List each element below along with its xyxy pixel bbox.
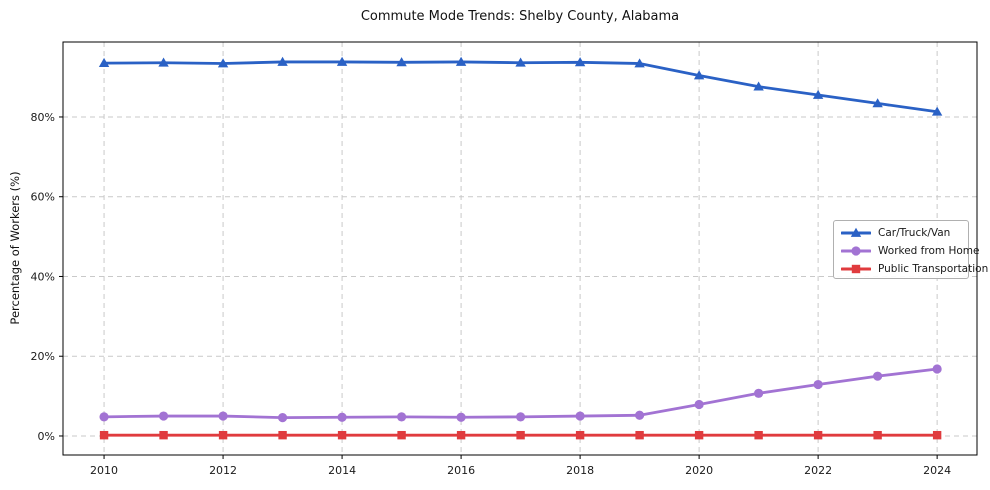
marker-worked-from-home — [635, 410, 645, 420]
tick-marks — [59, 116, 938, 459]
marker-worked-from-home — [515, 412, 526, 422]
marker-car-truck-van — [634, 58, 645, 68]
plot-border — [62, 41, 978, 456]
marker-car-truck-van — [812, 89, 824, 99]
marker-worked-from-home — [337, 412, 347, 422]
legend-line-triangle-icon — [841, 226, 871, 240]
legend-label-car-truck-van: Car/Truck/Van — [878, 227, 951, 239]
y-tick-label: 80% — [31, 111, 55, 124]
legend-line-square-icon — [841, 262, 871, 276]
marker-public-transportation — [754, 430, 763, 440]
marker-worked-from-home — [575, 411, 585, 421]
x-tick-label: 2014 — [328, 464, 356, 477]
legend-item-car-truck-van: Car/Truck/Van — [841, 224, 964, 242]
legend-label-worked-from-home: Worked from Home — [878, 245, 980, 257]
marker-car-truck-van — [931, 106, 943, 116]
x-tick-label: 2024 — [923, 464, 951, 477]
marker-public-transportation — [337, 430, 347, 440]
marker-public-transportation — [932, 430, 942, 440]
legend: Car/Truck/Van Worked from Home Public Tr… — [833, 220, 988, 279]
x-tick-label: 2020 — [685, 464, 713, 477]
marker-car-truck-van — [574, 57, 586, 67]
marker-public-transportation — [218, 430, 228, 440]
y-tick-label: 60% — [31, 191, 55, 204]
marker-public-transportation — [873, 430, 882, 440]
marker-car-truck-van — [396, 57, 407, 67]
marker-car-truck-van — [336, 56, 348, 66]
series-car-truck-van — [98, 56, 943, 116]
legend-sample-square-icon — [841, 264, 871, 274]
marker-worked-from-home — [277, 413, 288, 423]
marker-worked-from-home — [873, 371, 883, 381]
marker-public-transportation — [99, 430, 109, 440]
marker-worked-from-home — [218, 411, 228, 421]
marker-public-transportation — [813, 430, 823, 440]
marker-public-transportation — [694, 430, 704, 440]
legend-marker-circle — [851, 246, 861, 256]
marker-car-truck-van — [98, 57, 110, 68]
legend-sample-triangle-icon — [841, 227, 871, 237]
y-tick-label: 20% — [31, 350, 55, 363]
chart-title: Commute Mode Trends: Shelby County, Alab… — [360, 9, 680, 24]
legend-label-public-transportation: Public Transportation — [878, 263, 989, 275]
series-public-transportation — [99, 430, 942, 440]
legend-item-public-transportation: Public Transportation — [841, 260, 988, 278]
legend-sample-circle-icon — [841, 246, 871, 256]
series-worked-from-home — [99, 364, 942, 423]
marker-worked-from-home — [932, 364, 942, 374]
x-tick-label: 2022 — [804, 464, 832, 477]
series-line-car-truck-van — [102, 60, 939, 114]
marker-car-truck-van — [158, 57, 169, 67]
y-tick-label: 40% — [31, 270, 55, 283]
marker-worked-from-home — [396, 412, 407, 422]
marker-public-transportation — [575, 430, 585, 440]
marker-car-truck-van — [693, 70, 705, 80]
marker-car-truck-van — [217, 58, 229, 68]
legend-marker-square — [851, 264, 861, 274]
x-tick-label: 2016 — [447, 464, 475, 477]
x-tick-label: 2012 — [209, 464, 237, 477]
x-tick-label: 2018 — [566, 464, 594, 477]
marker-car-truck-van — [277, 56, 288, 66]
y-tick-label: 0% — [38, 430, 55, 443]
marker-car-truck-van — [753, 81, 764, 91]
series-line-worked-from-home — [102, 367, 939, 420]
marker-worked-from-home — [456, 412, 466, 422]
marker-worked-from-home — [754, 388, 764, 398]
marker-worked-from-home — [158, 411, 169, 421]
marker-public-transportation — [159, 430, 168, 440]
marker-worked-from-home — [694, 399, 704, 410]
marker-car-truck-van — [872, 98, 883, 108]
marker-public-transportation — [516, 430, 525, 440]
marker-public-transportation — [456, 430, 466, 440]
marker-public-transportation — [397, 430, 406, 440]
legend-line-circle-icon — [841, 244, 871, 258]
marker-public-transportation — [635, 430, 644, 440]
legend-marker-triangle — [850, 227, 862, 237]
marker-car-truck-van — [455, 56, 467, 66]
marker-worked-from-home — [813, 379, 823, 390]
marker-worked-from-home — [99, 412, 109, 422]
tick-labels: 0% 20% 40% 60% 80% 2010 2012 2014 2016 2018 2020 20… — [31, 111, 952, 477]
marker-public-transportation — [278, 430, 287, 440]
legend-item-worked-from-home: Worked from Home — [841, 242, 979, 260]
x-tick-label: 2010 — [90, 464, 118, 477]
marker-car-truck-van — [515, 57, 526, 67]
